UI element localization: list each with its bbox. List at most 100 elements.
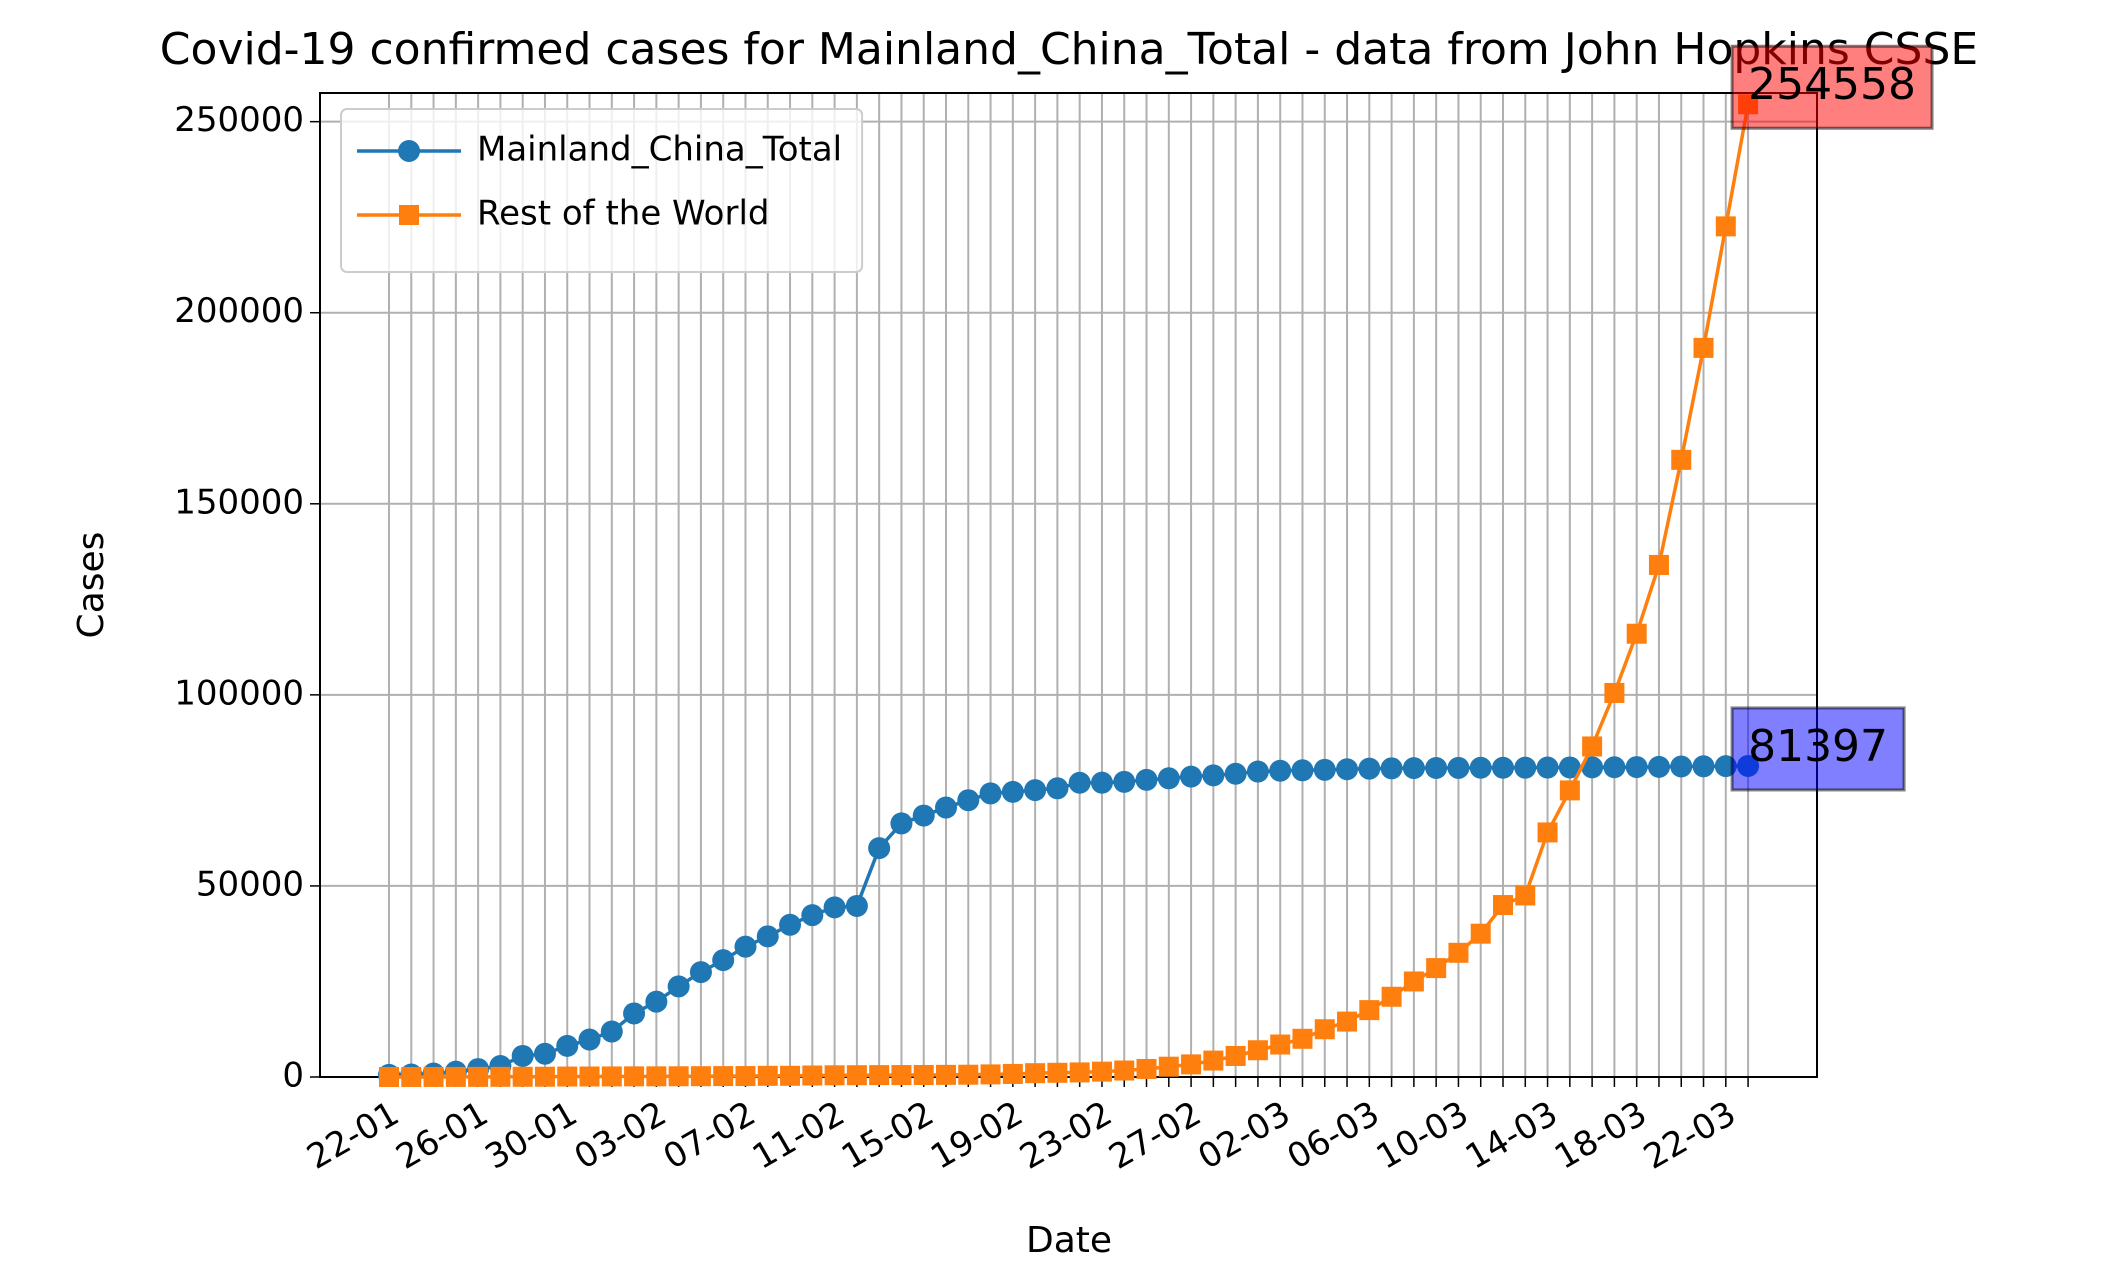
data-point <box>1715 216 1736 237</box>
legend-marker <box>399 205 419 225</box>
data-point <box>533 1042 556 1065</box>
data-point <box>646 1066 667 1087</box>
data-point <box>1515 885 1536 906</box>
legend-box <box>340 108 864 273</box>
data-point <box>1158 1056 1179 1077</box>
data-point <box>423 1066 444 1087</box>
data-point <box>1002 1063 1023 1084</box>
data-point <box>667 975 690 998</box>
data-point <box>624 1066 645 1087</box>
data-point <box>1024 779 1047 802</box>
y-tick-label: 0 <box>282 1056 304 1096</box>
data-point <box>1247 1040 1268 1061</box>
data-point <box>468 1066 489 1087</box>
data-point <box>1270 1034 1291 1055</box>
data-point <box>936 1064 956 1085</box>
data-point <box>1581 756 1604 779</box>
data-point <box>1113 770 1136 793</box>
y-tick-label: 50000 <box>196 864 304 904</box>
data-point <box>779 913 802 936</box>
data-point <box>1068 771 1091 794</box>
data-point <box>689 961 712 984</box>
data-point <box>1114 1060 1135 1081</box>
data-point <box>1448 942 1469 963</box>
data-point <box>802 1065 823 1086</box>
data-point <box>980 1064 1001 1085</box>
y-tick-label: 250000 <box>174 100 304 140</box>
data-point <box>1225 1045 1246 1066</box>
data-point <box>1046 777 1069 800</box>
legend: Mainland_China_Total Rest of the World <box>340 108 864 273</box>
data-point <box>735 1066 756 1087</box>
data-point <box>1314 1019 1335 1040</box>
value-label-box <box>1730 706 1906 792</box>
data-point <box>578 1028 601 1051</box>
data-point <box>1492 756 1514 779</box>
data-point <box>1692 755 1715 778</box>
data-point <box>1582 736 1603 757</box>
data-point <box>1359 1000 1380 1021</box>
data-point <box>1136 1058 1157 1079</box>
y-tick-label: 150000 <box>174 482 304 522</box>
chart-title: Covid-19 confirmed cases for Mainland_Ch… <box>160 24 1978 75</box>
data-point <box>1292 1028 1313 1049</box>
data-point <box>601 1066 622 1087</box>
data-point <box>712 949 735 972</box>
data-point <box>1426 958 1447 979</box>
data-point <box>1313 758 1336 781</box>
data-point <box>1670 755 1693 778</box>
data-point <box>1402 757 1425 780</box>
data-point <box>1470 923 1491 944</box>
data-point <box>1091 1061 1112 1082</box>
y-axis-label: Cases <box>71 532 112 639</box>
data-point <box>1025 1063 1046 1084</box>
data-point <box>912 804 935 827</box>
data-point <box>1469 756 1492 779</box>
data-point <box>1671 449 1692 470</box>
data-point <box>1403 971 1424 992</box>
data-point <box>935 796 957 819</box>
data-point <box>869 1065 890 1086</box>
data-point <box>1157 767 1180 790</box>
data-point <box>1447 756 1470 779</box>
data-point <box>823 896 846 919</box>
data-point <box>512 1066 533 1087</box>
data-point <box>1291 759 1314 782</box>
data-point <box>1559 780 1580 801</box>
legend-label: Mainland_China_Total <box>477 130 842 170</box>
data-point <box>1047 1062 1068 1083</box>
data-point <box>1537 822 1558 843</box>
data-point <box>600 1020 623 1043</box>
data-point <box>1625 756 1648 779</box>
legend-marker <box>398 140 420 162</box>
data-point <box>1493 895 1513 916</box>
data-point <box>890 812 913 835</box>
data-point <box>556 1034 579 1057</box>
y-tick-label: 100000 <box>174 673 304 713</box>
data-point <box>1090 771 1113 794</box>
data-point <box>690 1066 711 1087</box>
data-point <box>1648 554 1669 575</box>
data-point <box>1180 765 1203 788</box>
data-point <box>1536 756 1559 779</box>
data-point <box>958 1064 979 1085</box>
data-point <box>490 1066 511 1087</box>
data-point <box>557 1066 578 1087</box>
data-point <box>780 1065 801 1086</box>
data-point <box>913 1064 934 1085</box>
data-point <box>868 837 891 860</box>
value-label: 81397 <box>1748 721 1888 772</box>
data-point <box>534 1066 555 1087</box>
value-label-box <box>1730 44 1934 130</box>
data-point <box>1603 756 1626 779</box>
data-point <box>645 990 668 1013</box>
data-point <box>713 1066 734 1087</box>
data-point <box>734 935 757 958</box>
data-point <box>401 1066 422 1087</box>
data-point <box>1514 756 1537 779</box>
x-axis-label: Date <box>1026 1220 1112 1261</box>
legend-label: Rest of the World <box>477 194 770 234</box>
data-point <box>1425 757 1448 780</box>
data-point <box>845 894 868 917</box>
